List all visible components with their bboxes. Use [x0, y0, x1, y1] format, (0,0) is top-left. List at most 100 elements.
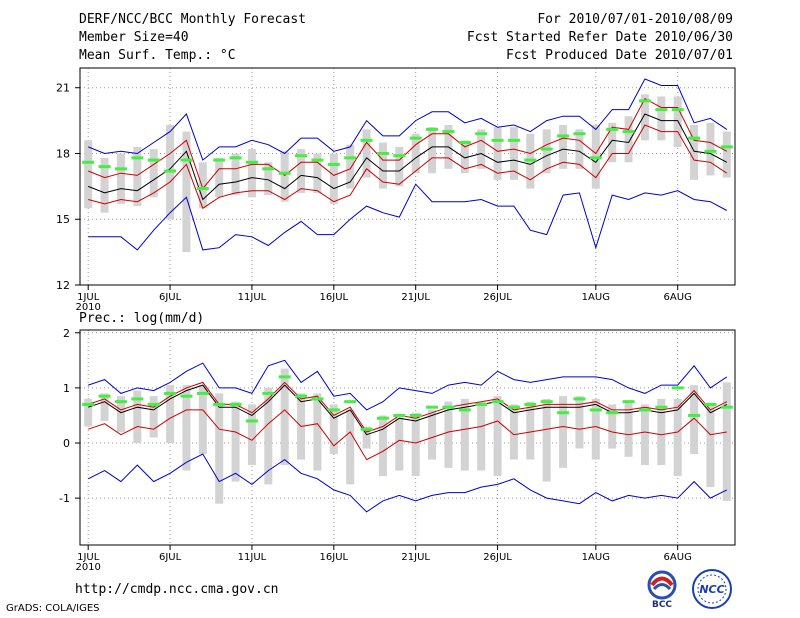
temp-spread-box [690, 124, 699, 180]
prec-median-marker [229, 402, 242, 406]
temp-median-marker [213, 158, 226, 162]
temp-median-marker [164, 169, 177, 173]
prec-spread-box [313, 393, 322, 471]
temp-spread-box [329, 153, 338, 204]
prec-spread-box [509, 404, 518, 460]
temp-median-marker [278, 171, 291, 175]
temp-spread-box [493, 127, 502, 180]
temp-median-marker [655, 108, 668, 112]
temp-spread-box [657, 96, 666, 141]
temp-median-marker [475, 132, 488, 136]
temp-xtick-label: 1JUL [77, 292, 100, 303]
prec-spread-box [198, 385, 207, 455]
prec-median-marker [507, 405, 520, 409]
temp-spread-box [116, 153, 125, 204]
prec-median-marker [278, 375, 291, 379]
prec-median-marker [557, 411, 570, 415]
prec-spread-box [362, 426, 371, 449]
source-url[interactable]: http://cmdp.ncc.cma.gov.cn [75, 582, 279, 597]
temp-spread-box [575, 129, 584, 169]
prec-xtick-label: 21JUL [401, 552, 430, 563]
prec-xtick-label: 11JUL [238, 552, 267, 563]
temp-spread-box [706, 122, 715, 176]
temp-median-marker [491, 138, 504, 142]
prec-spread-box [542, 398, 551, 482]
temp-median-marker [442, 130, 455, 134]
temp-spread-box [624, 116, 633, 163]
prec-xtick-label: 6JUL [159, 552, 182, 563]
prec-median-marker [491, 400, 504, 404]
temp-median-marker [720, 145, 733, 149]
temp-spread-box [542, 129, 551, 174]
prec-median-marker [524, 402, 537, 406]
temp-median-marker [180, 158, 193, 162]
temp-median-marker [671, 108, 684, 112]
temp-median-marker [344, 156, 357, 160]
prec-median-marker [606, 411, 619, 415]
prec-median-marker [295, 394, 308, 398]
prec-spread-box [706, 404, 715, 488]
prec-xtick-label: 1JUL [77, 552, 100, 563]
temp-ytick-label: 21 [56, 82, 70, 95]
temp-median-marker [688, 136, 701, 140]
prec-spread-box [247, 404, 256, 466]
prec-spread-box [346, 409, 355, 485]
temp-spread-box [509, 127, 518, 180]
temp-median-marker [295, 154, 308, 158]
prec-spread-box [395, 418, 404, 471]
temp-xtick-label: 6JUL [159, 292, 182, 303]
prec-spread-box [166, 385, 175, 444]
prec-median-marker [164, 391, 177, 395]
prec-spread-box [428, 409, 437, 460]
prec-median-marker [180, 394, 193, 398]
prec-spread-box [690, 385, 699, 455]
temp-series-upper [88, 98, 728, 190]
temp-spread-box [84, 140, 93, 209]
prec-median-marker [131, 397, 144, 401]
temp-median-marker [311, 158, 324, 162]
temp-median-marker [606, 127, 619, 131]
prec-xtick-label: 26JUL [483, 552, 512, 563]
temp-spread-box [411, 133, 420, 174]
bcc-logo: BCC [647, 570, 677, 610]
temp-median-marker [196, 187, 209, 191]
temp-median-marker [360, 138, 373, 142]
prec-spread-box [378, 415, 387, 477]
prec-median-marker [393, 413, 406, 417]
prec-median-marker [655, 405, 668, 409]
temp-series-max [88, 78, 728, 161]
prec-year-label: 2010 [75, 562, 100, 573]
prec-spread-box [84, 398, 93, 427]
prec-median-marker [311, 397, 324, 401]
prec-spread-box [493, 396, 502, 477]
temp-median-marker [507, 138, 520, 142]
temp-plot-frame [79, 67, 736, 286]
temp-spread-box [280, 151, 289, 202]
temp-median-marker [393, 154, 406, 158]
prec-median-marker [622, 400, 635, 404]
temp-median-marker [114, 167, 127, 171]
prec-median-marker [540, 400, 553, 404]
temp-xtick-label: 6AUG [664, 292, 692, 303]
prec-median-marker [589, 408, 602, 412]
prec-median-marker [688, 413, 701, 417]
prec-spread-box [477, 401, 486, 471]
prec-xtick-label: 1AUG [582, 552, 610, 563]
temp-xtick-label: 26JUL [483, 292, 512, 303]
prec-median-marker [720, 405, 733, 409]
prec-ytick-label: 0 [63, 437, 70, 450]
prec-median-marker [376, 416, 389, 420]
temp-xtick-label: 1AUG [582, 292, 610, 303]
temp-spread-box [362, 129, 371, 178]
temp-median-marker [82, 160, 95, 164]
temp-median-marker [147, 158, 160, 162]
prec-spread-box [624, 401, 633, 457]
temp-median-marker [540, 147, 553, 151]
prec-median-marker [638, 408, 651, 412]
prec-median-marker [245, 419, 258, 423]
temp-ytick-label: 12 [56, 279, 70, 292]
prec-median-marker [360, 427, 373, 431]
prec-median-marker [213, 402, 226, 406]
temp-spread-box [722, 131, 731, 178]
